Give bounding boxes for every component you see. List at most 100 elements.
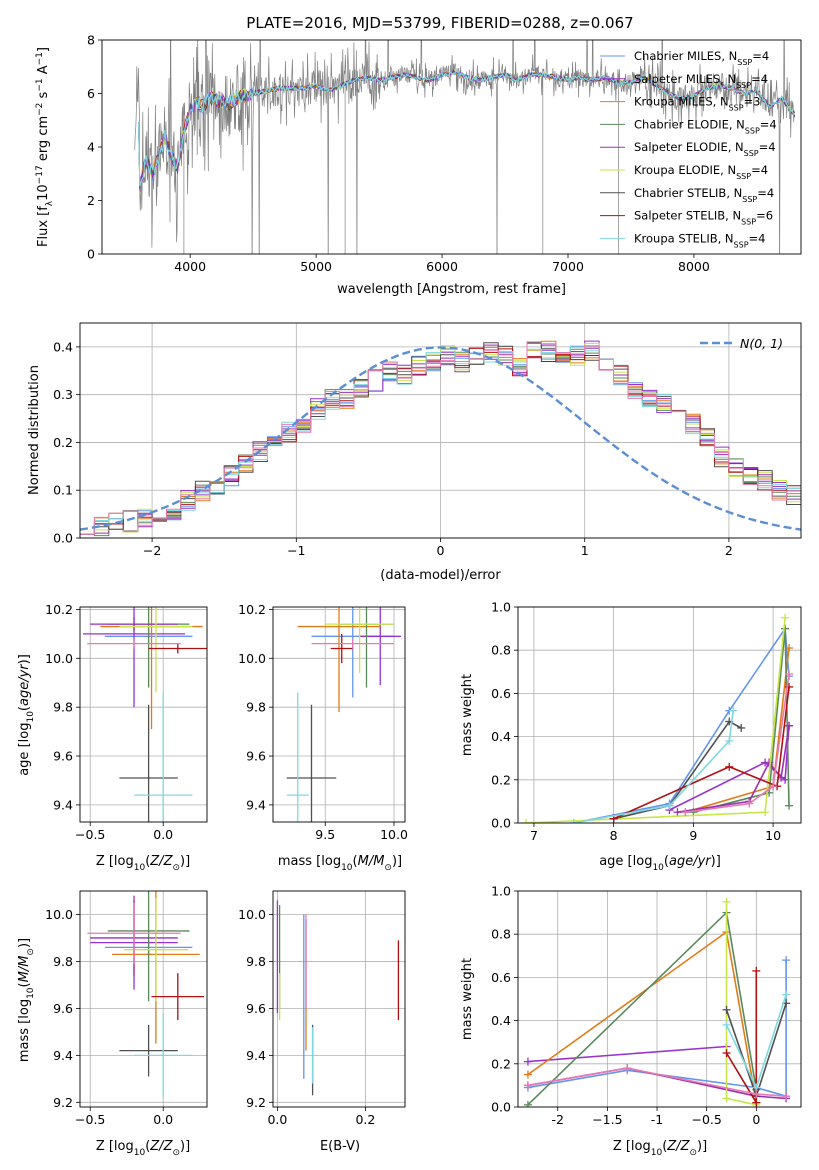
model-spectrum-krou_stelib [137, 69, 796, 187]
y-tick-label: 9.8 [246, 700, 266, 715]
weight-series-chab_stelib [613, 720, 742, 820]
x-tick-label: 1 [581, 543, 589, 558]
y-tick-label: 9.4 [53, 797, 73, 812]
y-tick-label: 9.2 [53, 1095, 73, 1110]
axes-frame [101, 39, 802, 255]
y-tick-label: 10.0 [45, 651, 73, 666]
y-tick-label: 9.4 [246, 797, 266, 812]
y-tick-label: 0.0 [53, 531, 73, 546]
legend-subscript: SSP [745, 126, 760, 135]
label-subscript: ⊙ [384, 863, 392, 873]
x-axis-label: E(B-V) [320, 1139, 360, 1154]
y-tick-label: 6 [87, 86, 95, 101]
y-axis-label: Flux [fλ10−17 erg cm−2 s−1 A−1] [35, 47, 55, 247]
label-subscript: 10 [134, 863, 146, 873]
label-subscript: 10 [652, 863, 664, 873]
y-tick-label: 10.0 [45, 907, 73, 922]
weight-series-chab_elodie [693, 628, 790, 813]
y-tick-label: 1.0 [491, 884, 511, 899]
legend-entry: Salpeter MILES, NSSP=4 [634, 72, 768, 90]
label-subscript: 10 [26, 711, 36, 723]
y-tick-label: 0.6 [491, 686, 511, 701]
legend-subscript: SSP [744, 149, 759, 158]
age-vs-metallicity-panel: −0.5 0.0 9.4 9.6 9.8 10.0 10.2 Z [log10(Z/Z⊙)] a… [17, 602, 208, 873]
axes-frame [272, 606, 406, 823]
histogram-series-salp_stelib [80, 347, 801, 538]
x-tick-label: 6000 [426, 259, 458, 274]
x-axis-label: Z [log10(Z/Z⊙)] [96, 854, 190, 873]
label-subscript: ⊙ [172, 863, 180, 873]
y-tick-label: 0.4 [491, 1013, 511, 1028]
y-tick-label: 0.0 [491, 816, 511, 831]
legend-entry: Salpeter STELIB, NSSP=6 [634, 209, 773, 227]
x-tick-label: 0 [752, 1112, 760, 1127]
y-axis-label: mass weight [460, 958, 475, 1040]
label-subscript: ⊙ [689, 1148, 697, 1158]
axes-frame [517, 606, 802, 824]
y-tick-label: 0.3 [53, 387, 73, 402]
x-tick-label: 10.0 [380, 827, 408, 842]
x-tick-label: −0.5 [691, 1112, 721, 1127]
y-tick-label: 9.2 [246, 1095, 266, 1110]
label-italic: Z/Z [149, 854, 173, 869]
weight-series-krou_elodie [525, 617, 786, 823]
y-tick-label: 4 [87, 140, 95, 155]
legend-entry: Kroupa ELODIE, NSSP=4 [634, 163, 768, 181]
legend-subscript: SSP [729, 103, 744, 112]
x-tick-label: 9 [689, 828, 697, 843]
y-tick-label: 9.4 [246, 1048, 266, 1063]
x-tick-label: 0.0 [153, 827, 173, 842]
y-tick-label: 0.0 [491, 1100, 511, 1115]
x-tick-label: 7 [530, 828, 538, 843]
y-tick-label: 10.2 [238, 602, 266, 617]
label-subscript: λ [45, 200, 55, 206]
x-axis-label: wavelength [Angstrom, rest frame] [337, 282, 566, 297]
label-subscript: 10 [341, 863, 353, 873]
label-italic: M/M [358, 854, 385, 869]
x-tick-label: 9.5 [315, 827, 335, 842]
y-tick-label: 0.2 [53, 435, 73, 450]
x-tick-label: 2 [725, 543, 733, 558]
histogram-series-pink [80, 341, 801, 538]
x-tick-label: 0.0 [153, 1112, 173, 1127]
weight-series-salp_miles [527, 1045, 727, 1063]
y-axis-label: Normed distribution [27, 365, 42, 495]
x-tick-label: −2 [143, 543, 161, 558]
y-tick-label: 9.6 [53, 749, 73, 764]
plot-area [276, 900, 400, 1096]
y-tick-label: 9.6 [53, 1001, 73, 1016]
label-italic: Z/Z [149, 1139, 173, 1154]
y-tick-label: 9.4 [53, 1048, 73, 1063]
weight-series-pink [527, 1067, 787, 1097]
histogram-series-krou_stelib [80, 345, 801, 538]
y-tick-label: 9.8 [53, 954, 73, 969]
y-tick-label: 0.8 [491, 643, 511, 658]
plot-area [80, 340, 801, 538]
y-tick-label: 9.8 [246, 954, 266, 969]
axes-frame [79, 890, 208, 1108]
x-tick-label: 8 [610, 828, 618, 843]
x-tick-label: 0.2 [355, 1112, 375, 1127]
x-tick-label: 7000 [552, 259, 584, 274]
y-tick-label: 0 [87, 247, 95, 262]
mass-vs-metallicity-panel: −0.5 0.0 9.2 9.4 9.6 9.8 10.0 Z [log10(Z/Z⊙)] ma… [17, 890, 208, 1158]
x-tick-label: 10 [765, 828, 781, 843]
x-tick-label: -2 [551, 1112, 563, 1127]
x-tick-label: 0 [437, 543, 445, 558]
y-axis-label: age [log10(age/yr)] [17, 654, 36, 776]
legend-subscript: SSP [736, 80, 751, 89]
residual-histogram-panel: −2 −1 0 1 2 0.0 0.1 0.2 0.3 0.4 N(0, 1) (data-model… [27, 322, 802, 583]
weight-series-krou_stelib [573, 710, 734, 823]
weight-series-chab_elodie [527, 910, 758, 1106]
y-tick-label: 1.0 [491, 600, 511, 615]
label-subscript: ⊙ [172, 1148, 180, 1158]
legend-subscript: SSP [734, 240, 749, 249]
histogram-series-chab_miles [80, 343, 801, 538]
x-tick-label: −0.5 [75, 827, 105, 842]
legend-subscript: SSP [736, 172, 751, 181]
age-vs-mass-panel: 9.5 10.0 9.4 9.6 9.8 10.0 10.2 mass [log10(M/M⊙… [238, 602, 408, 873]
spectrum-panel: 4000 5000 6000 7000 8000 0 2 4 6 8 Chabrier MILES,… [35, 33, 802, 297]
y-tick-label: 9.6 [246, 1001, 266, 1016]
axes-frame [517, 890, 802, 1108]
